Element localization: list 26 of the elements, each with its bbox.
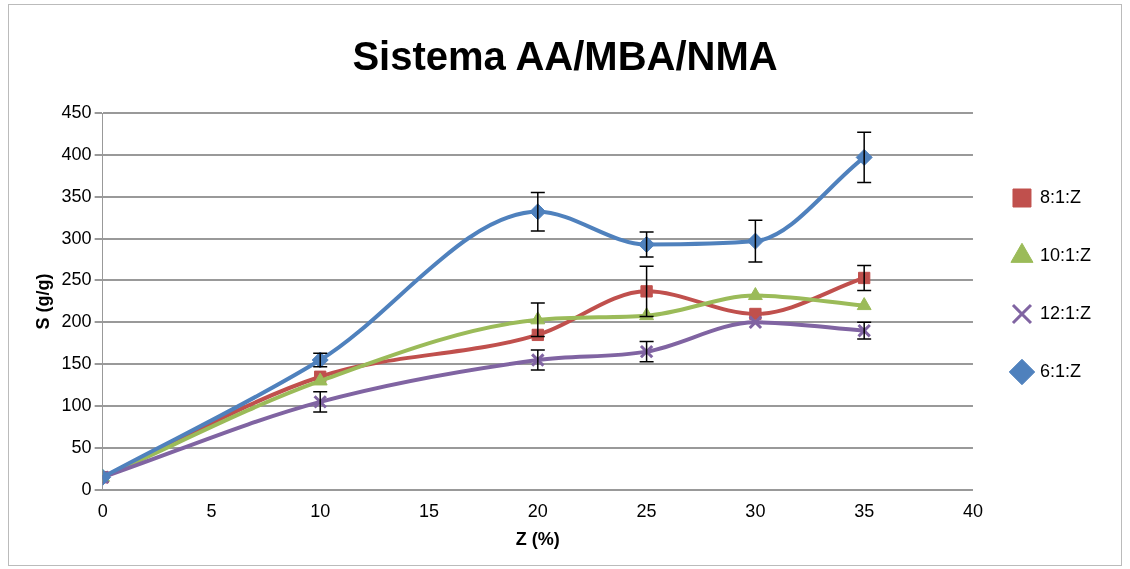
x-tick-label: 35 xyxy=(854,500,875,521)
x-tick-label: 10 xyxy=(310,500,331,521)
y-tick-label: 400 xyxy=(61,143,92,164)
legend-label: 8:1:Z xyxy=(1039,186,1081,207)
y-tick-label: 350 xyxy=(61,185,92,206)
y-tick-label: 200 xyxy=(61,311,92,332)
chart-title: Sistema AA/MBA/NMA xyxy=(352,34,778,79)
legend-label: 6:1:Z xyxy=(1039,360,1081,381)
x-tick-label: 25 xyxy=(636,500,657,521)
x-tick-label: 15 xyxy=(418,500,440,521)
x-tick-label: 5 xyxy=(206,500,217,521)
y-tick-label: 450 xyxy=(61,101,92,122)
legend-label: 10:1:Z xyxy=(1039,244,1091,265)
y-tick-label: 100 xyxy=(61,395,92,416)
y-tick-label: 150 xyxy=(61,353,92,374)
x-tick-label: 0 xyxy=(97,500,108,521)
x-tick-label: 30 xyxy=(745,500,766,521)
y-tick-label: 0 xyxy=(81,478,92,499)
x-tick-label: 20 xyxy=(527,500,548,521)
legend-label: 12:1:Z xyxy=(1039,302,1091,323)
y-tick-label: 300 xyxy=(61,227,92,248)
y-tick-label: 250 xyxy=(61,269,92,290)
y-axis-title: S (g/g) xyxy=(32,273,53,330)
y-tick-label: 50 xyxy=(71,436,92,457)
x-tick-label: 40 xyxy=(962,500,983,521)
x-axis-title: Z (%) xyxy=(515,529,560,550)
